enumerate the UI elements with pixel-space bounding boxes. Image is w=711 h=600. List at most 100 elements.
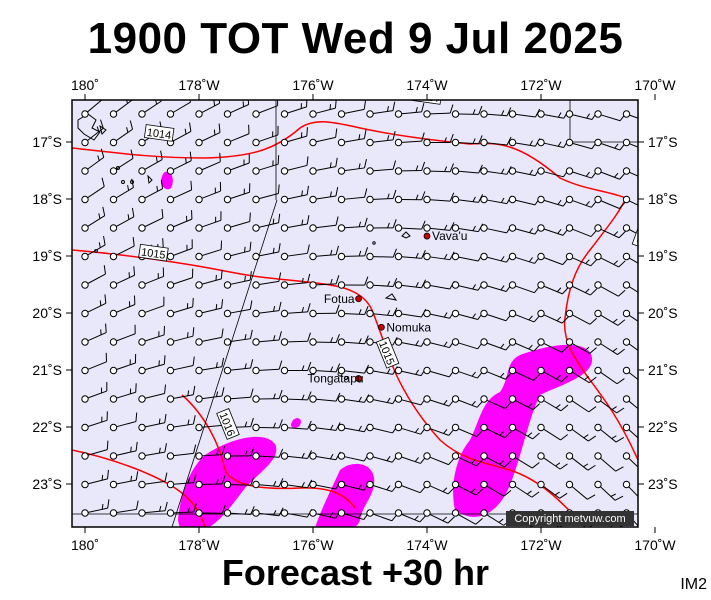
wind-barb [109,100,133,118]
wind-barb [366,189,397,204]
wind-barb [195,504,226,517]
wind-barb [252,448,284,460]
wind-barb [309,363,341,375]
wind-barb [537,423,569,441]
wind-barb [537,281,569,295]
town-marker: Fotua [324,292,363,306]
wind-barb [309,187,339,204]
wind-barb [109,412,138,432]
lon-label-bottom: 178˚W [178,537,220,553]
wind-barb [280,215,310,232]
map-background [72,100,638,527]
wind-barb [166,239,193,261]
wind-barb [565,452,596,471]
wind-barb [280,420,312,432]
wind-barb [280,303,311,318]
wind-barb [337,159,367,175]
wind-barb [138,472,168,489]
wind-barb [252,100,279,118]
wind-barb [480,423,512,439]
wind-barb [394,423,427,435]
wind-barb [252,155,280,175]
lat-label-left: 18˚S [32,191,62,207]
lat-label-left: 22˚S [32,419,62,435]
wind-barb [223,447,255,460]
wind-barb [423,509,455,524]
lat-label-left: 21˚S [32,362,62,378]
wind-barb [394,509,427,523]
wind-barb [594,252,626,268]
wind-barb [138,267,165,289]
wind-barb [252,272,282,289]
wind-barb [451,164,483,175]
wind-barb [195,182,222,204]
wind-barb [337,276,369,289]
wind-barb [594,395,625,414]
wind-barb [337,364,370,375]
wind-barb [166,210,193,232]
wind-barb [594,452,624,472]
wind-barb [451,480,484,496]
wind-barb [81,499,110,517]
wind-barb [394,132,425,147]
wind-barb [280,391,312,403]
wind-barb [138,355,166,375]
wind-barb [508,423,540,440]
wind-barb [138,325,165,346]
town-marker: Tongatapu [308,372,364,386]
wind-barb [138,384,167,403]
wind-barb [81,294,107,318]
wind-barb [565,281,598,296]
wind-barb [366,366,398,375]
wind-barb [280,156,309,175]
wind-barb [223,359,254,375]
wind-barb [81,440,109,460]
wind-barb [594,167,626,180]
wind-barb [594,224,626,239]
isobar-value: 1015 [140,246,166,261]
wind-barb [508,395,541,411]
wind-barb [109,353,137,375]
town-marker: Vava'u [423,229,467,243]
lon-label-top: 172˚W [520,77,562,93]
wind-barb [252,184,280,204]
lat-label-right: 19˚S [648,248,678,264]
isobar-value: 1014 [414,90,440,105]
wind-barb [81,206,106,232]
wind-barb [309,128,338,147]
wind-barb [166,180,193,204]
wind-barb [223,271,252,289]
lon-label-top: 178˚W [178,77,220,93]
wind-barb [309,422,341,432]
wind-barb [166,268,194,289]
wind-barb [195,387,225,403]
wind-barb [337,247,369,261]
wind-barb [565,252,598,267]
lon-label-bottom: 180˚ [71,537,99,553]
map-axes: 180˚ 180˚ 178˚W 178˚W 176˚W 176˚W 174˚W 174˚W 17… [32,77,677,553]
wind-barb [280,479,313,489]
wind-barb [195,299,224,318]
wind-barb [81,177,105,204]
wind-barb [451,105,483,118]
wind-barb [594,480,624,501]
wind-barb [223,183,251,204]
wind-barb [309,275,340,289]
wind-barb [309,509,341,519]
wind-barb [81,119,104,147]
wind-barb [480,195,512,205]
wind-barb [109,500,139,517]
wind-barb [565,480,596,500]
wind-barb [195,328,224,346]
wind-barb [138,179,164,204]
wind-barb [81,148,105,175]
wind-barb [109,178,134,204]
wind-barb [337,480,370,491]
wind-barb [81,469,109,489]
wind-barb [451,252,484,262]
wind-barb [138,150,163,175]
towns: Vava'u Fotua Nomuka Tongatapu [308,229,468,385]
wind-barb [280,185,309,204]
wind-barb [309,216,339,232]
